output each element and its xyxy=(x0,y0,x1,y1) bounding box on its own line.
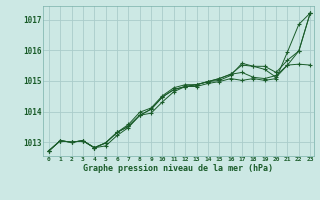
X-axis label: Graphe pression niveau de la mer (hPa): Graphe pression niveau de la mer (hPa) xyxy=(84,164,273,173)
